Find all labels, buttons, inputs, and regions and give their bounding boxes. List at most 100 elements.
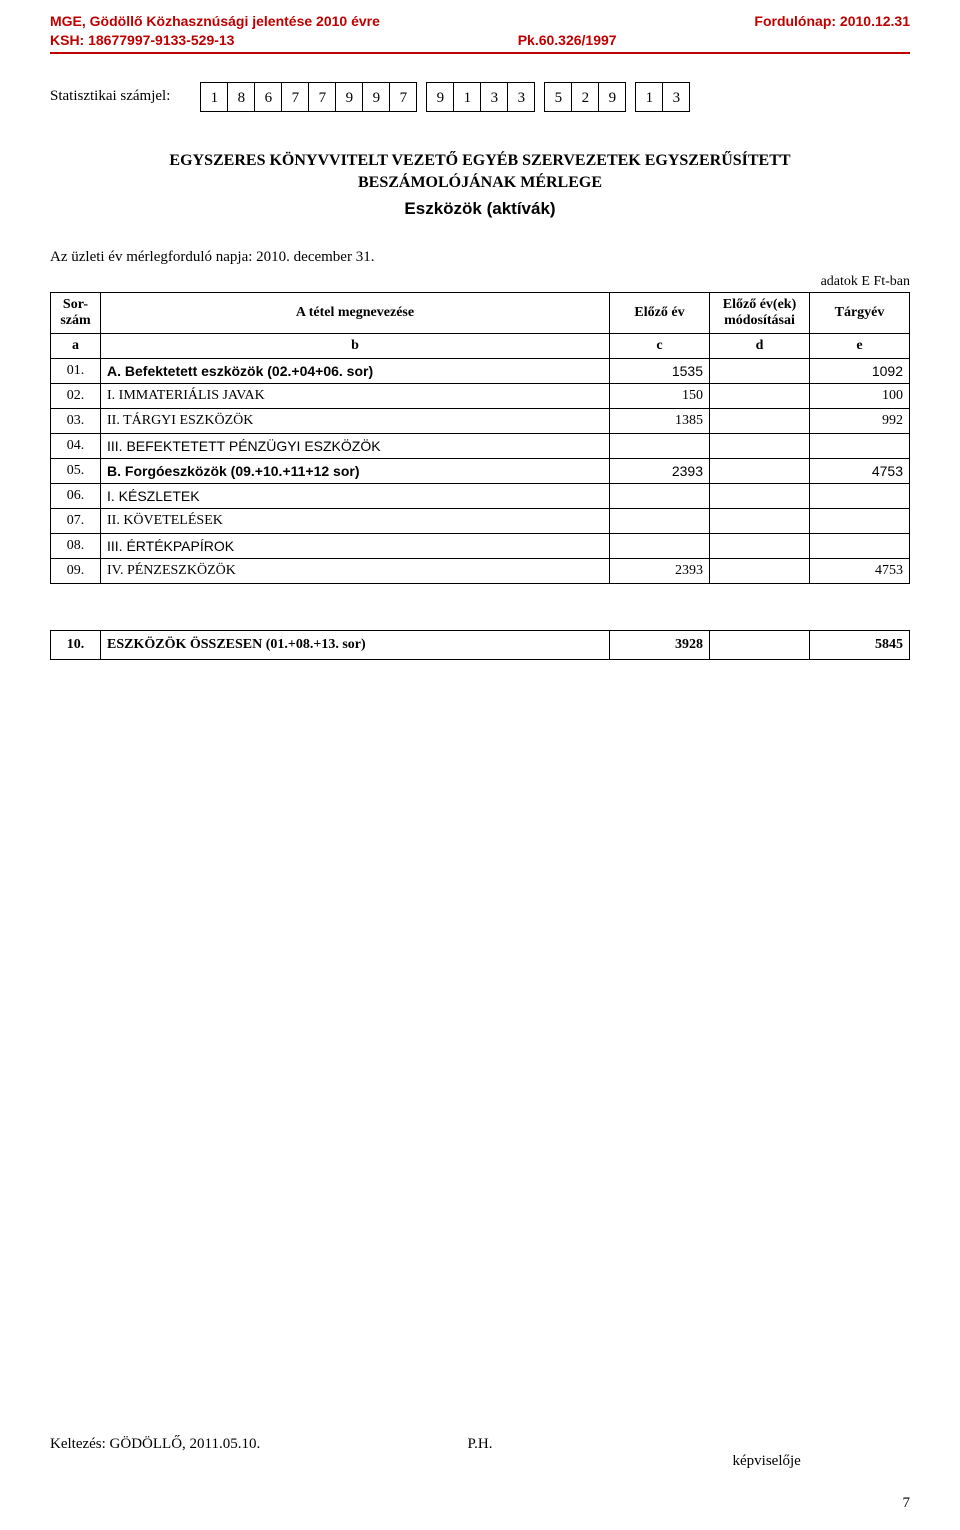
col-name: A tétel megnevezése (101, 292, 610, 333)
row-mod (710, 458, 810, 483)
page-number: 7 (903, 1495, 911, 1512)
stat-digit: 7 (389, 82, 417, 112)
page-header: MGE, Gödöllő Közhasznúsági jelentése 201… (50, 12, 910, 54)
row-name: IV. PÉNZESZKÖZÖK (101, 558, 610, 583)
row-prev (610, 483, 710, 508)
header-left-line1: MGE, Gödöllő Közhasznúsági jelentése 201… (50, 13, 380, 29)
col-a: a (51, 333, 101, 358)
table-header-letters: a b c d e (51, 333, 910, 358)
row-n: 09. (51, 558, 101, 583)
stat-digit: 6 (254, 82, 282, 112)
row-n: 04. (51, 433, 101, 458)
row-mod (710, 383, 810, 408)
footer-date: Keltezés: GÖDÖLLŐ, 2011.05.10. (50, 1436, 337, 1470)
total-curr: 5845 (810, 630, 910, 659)
row-prev: 1535 (610, 358, 710, 383)
col-c: c (610, 333, 710, 358)
row-n: 07. (51, 508, 101, 533)
header-left: MGE, Gödöllő Közhasznúsági jelentése 201… (50, 12, 380, 50)
row-mod (710, 558, 810, 583)
stat-digit: 9 (426, 82, 454, 112)
stat-digit: 3 (480, 82, 508, 112)
col-prev: Előző év (610, 292, 710, 333)
stat-digit: 9 (598, 82, 626, 112)
total-mod (710, 630, 810, 659)
row-curr: 1092 (810, 358, 910, 383)
total-row: 10. ESZKÖZÖK ÖSSZESEN (01.+08.+13. sor) … (51, 630, 910, 659)
row-n: 06. (51, 483, 101, 508)
col-d: d (710, 333, 810, 358)
stat-digit: 9 (362, 82, 390, 112)
table-row: 09.IV. PÉNZESZKÖZÖK2393 4753 (51, 558, 910, 583)
col-b: b (101, 333, 610, 358)
stat-digit: 3 (662, 82, 690, 112)
row-curr (810, 533, 910, 558)
row-curr: 4753 (810, 558, 910, 583)
row-n: 05. (51, 458, 101, 483)
row-curr (810, 508, 910, 533)
title-line2: BESZÁMOLÓJÁNAK MÉRLEGE (50, 172, 910, 194)
document-title: EGYSZERES KÖNYVVITELT VEZETŐ EGYÉB SZERV… (50, 150, 910, 195)
stat-digit: 1 (453, 82, 481, 112)
row-mod (710, 408, 810, 433)
balance-date-line: Az üzleti év mérlegforduló napja: 2010. … (50, 249, 910, 266)
table-row: 04.III. BEFEKTETETT PÉNZÜGYI ESZKÖZÖK (51, 433, 910, 458)
footer-rep-text: képviselője (733, 1453, 801, 1469)
row-n: 01. (51, 358, 101, 383)
row-name: A. Befektetett eszközök (02.+04+06. sor) (101, 358, 610, 383)
row-name: II. TÁRGYI ESZKÖZÖK (101, 408, 610, 433)
col-sor: Sor- szám (51, 292, 101, 333)
footer: Keltezés: GÖDÖLLŐ, 2011.05.10. P.H. képv… (50, 1436, 910, 1470)
col-curr: Tárgyév (810, 292, 910, 333)
row-prev (610, 508, 710, 533)
row-name: B. Forgóeszközök (09.+10.+11+12 sor) (101, 458, 610, 483)
stat-digit: 5 (544, 82, 572, 112)
col-e: e (810, 333, 910, 358)
row-curr (810, 483, 910, 508)
stat-digit: 8 (227, 82, 255, 112)
document-subtitle: Eszközök (aktívák) (50, 199, 910, 219)
stat-digit: 3 (507, 82, 535, 112)
row-curr: 100 (810, 383, 910, 408)
stat-boxes: 18677997913352913 (200, 82, 690, 112)
table-row: 02.I. IMMATERIÁLIS JAVAK150 100 (51, 383, 910, 408)
header-mid-line2: Pk.60.326/1997 (518, 32, 617, 48)
stat-digit: 2 (571, 82, 599, 112)
row-name: III. BEFEKTETETT PÉNZÜGYI ESZKÖZÖK (101, 433, 610, 458)
total-prev: 3928 (610, 630, 710, 659)
row-mod (710, 508, 810, 533)
row-name: I. IMMATERIÁLIS JAVAK (101, 383, 610, 408)
table-row: 05.B. Forgóeszközök (09.+10.+11+12 sor)2… (51, 458, 910, 483)
stat-digit: 7 (281, 82, 309, 112)
row-n: 02. (51, 383, 101, 408)
stat-digit: 9 (335, 82, 363, 112)
row-curr (810, 433, 910, 458)
row-prev: 1385 (610, 408, 710, 433)
footer-rep: képviselője (623, 1436, 910, 1470)
row-prev: 2393 (610, 558, 710, 583)
table-header-row: Sor- szám A tétel megnevezése Előző év E… (51, 292, 910, 333)
row-curr: 992 (810, 408, 910, 433)
row-mod (710, 433, 810, 458)
table-row: 01.A. Befektetett eszközök (02.+04+06. s… (51, 358, 910, 383)
row-prev: 2393 (610, 458, 710, 483)
footer-ph: P.H. (337, 1436, 624, 1470)
row-name: I. KÉSZLETEK (101, 483, 610, 508)
stat-digit: 1 (200, 82, 228, 112)
stat-digit: 7 (308, 82, 336, 112)
total-table: 10. ESZKÖZÖK ÖSSZESEN (01.+08.+13. sor) … (50, 630, 910, 660)
header-left-line2: KSH: 18677997-9133-529-13 (50, 32, 234, 48)
row-n: 03. (51, 408, 101, 433)
row-mod (710, 358, 810, 383)
row-mod (710, 483, 810, 508)
total-n: 10. (51, 630, 101, 659)
row-n: 08. (51, 533, 101, 558)
unit-line: adatok E Ft-ban (50, 274, 910, 290)
title-line1: EGYSZERES KÖNYVVITELT VEZETŐ EGYÉB SZERV… (50, 150, 910, 172)
row-name: III. ÉRTÉKPAPÍROK (101, 533, 610, 558)
row-prev: 150 (610, 383, 710, 408)
row-mod (710, 533, 810, 558)
row-prev (610, 433, 710, 458)
row-prev (610, 533, 710, 558)
balance-table: Sor- szám A tétel megnevezése Előző év E… (50, 292, 910, 584)
